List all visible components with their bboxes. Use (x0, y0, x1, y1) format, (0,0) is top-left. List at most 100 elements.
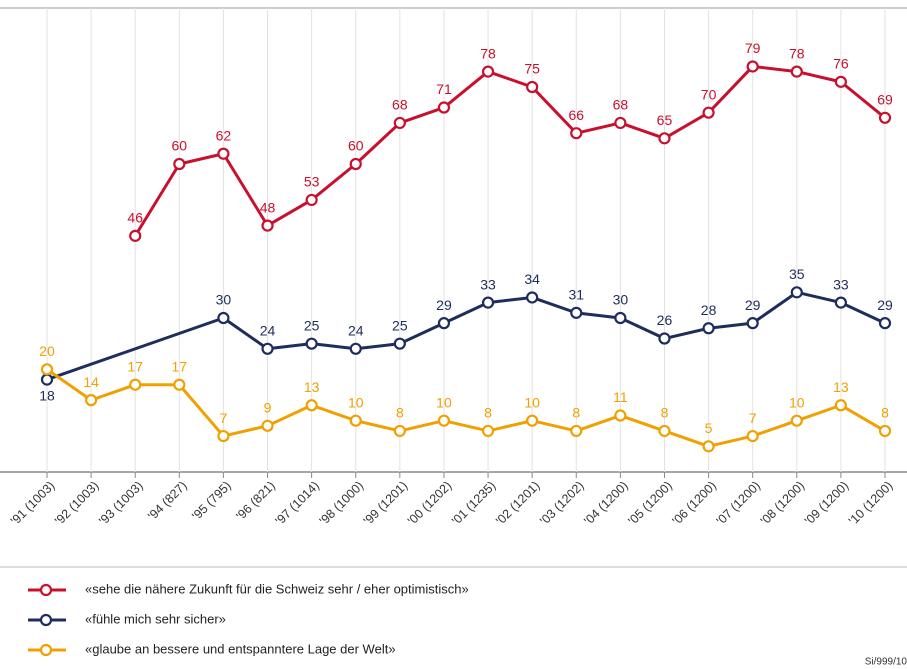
value-label: 8 (484, 405, 492, 421)
value-label: 5 (705, 420, 713, 436)
x-tick-label: '01 (1235) (449, 479, 498, 528)
value-label: 33 (480, 276, 496, 292)
marker (129, 378, 142, 391)
value-label: 14 (83, 374, 99, 390)
marker (40, 363, 54, 376)
marker (790, 414, 803, 427)
marker (614, 311, 627, 325)
legend-marker (39, 583, 53, 597)
marker (790, 286, 803, 299)
value-label: 26 (657, 312, 673, 328)
marker (305, 337, 318, 350)
x-tick-label: '03 (1202) (537, 479, 586, 528)
x-tick-label: '08 (1200) (758, 479, 807, 528)
value-label: 69 (877, 92, 893, 108)
value-label: 70 (701, 86, 717, 102)
x-tick-label: '02 (1201) (493, 479, 542, 528)
marker (217, 429, 230, 443)
marker (658, 424, 671, 438)
value-label: 66 (568, 107, 584, 123)
legend-label: «fühle mich sehr sicher» (85, 611, 226, 626)
value-label: 34 (524, 271, 540, 287)
marker (834, 296, 847, 309)
marker (702, 106, 715, 119)
marker (526, 414, 539, 427)
legend-label: «sehe die nähere Zukunft für die Schweiz… (85, 581, 469, 596)
x-tick-label: '04 (1200) (581, 479, 630, 528)
x-tick-label: '93 (1003) (96, 479, 145, 528)
x-tick-label: '98 (1000) (317, 479, 366, 528)
marker (878, 424, 892, 438)
series-line (222, 290, 886, 351)
marker (305, 399, 318, 412)
x-tick-label: '09 (1200) (802, 479, 851, 528)
value-label: 7 (220, 410, 228, 426)
value-label: 24 (348, 323, 364, 339)
value-label: 8 (572, 405, 580, 421)
marker (614, 409, 627, 422)
value-label: 10 (436, 394, 452, 410)
marker (40, 373, 54, 386)
value-label: 53 (304, 174, 320, 190)
value-label: 29 (436, 297, 452, 313)
marker (393, 116, 406, 130)
marker (349, 414, 362, 427)
value-label: 28 (701, 302, 717, 318)
value-label: 13 (304, 379, 320, 395)
x-tick-label: '91 (1003) (8, 479, 57, 528)
x-tick-label: '10 (1200) (846, 479, 895, 528)
value-label: 68 (613, 97, 629, 113)
marker (261, 342, 274, 355)
marker (129, 229, 142, 242)
marker (261, 419, 274, 432)
value-label: 33 (833, 276, 849, 292)
value-label: 7 (749, 410, 757, 426)
value-label: 9 (264, 400, 272, 416)
value-label: 68 (392, 97, 408, 113)
marker (393, 424, 406, 438)
value-label: 60 (172, 138, 188, 154)
value-label: 31 (568, 287, 584, 303)
value-label: 18 (39, 387, 55, 403)
gap-connector (46, 316, 224, 382)
marker (481, 296, 495, 309)
marker (481, 65, 495, 78)
marker (570, 424, 583, 438)
marker (173, 378, 186, 391)
marker (526, 80, 539, 94)
x-tick-label: '05 (1200) (625, 479, 674, 528)
value-label: 8 (881, 405, 889, 421)
value-label: 60 (348, 138, 364, 154)
marker (834, 75, 847, 88)
value-label: 79 (745, 40, 761, 56)
value-label: 29 (877, 297, 893, 313)
x-tick-label: '06 (1200) (670, 479, 719, 528)
value-label: 78 (789, 45, 805, 61)
marker (217, 147, 230, 160)
value-label: 17 (127, 358, 143, 374)
marker (437, 101, 451, 114)
marker (349, 342, 362, 355)
value-label: 13 (833, 379, 849, 395)
value-label: 48 (260, 199, 276, 215)
value-label: 35 (789, 266, 805, 282)
marker (173, 157, 186, 171)
marker (878, 317, 892, 330)
value-label: 46 (127, 210, 143, 226)
marker (702, 322, 715, 335)
marker (481, 424, 495, 438)
series-line (46, 368, 886, 448)
value-label: 71 (436, 81, 452, 97)
value-label: 17 (172, 358, 188, 374)
value-label: 65 (657, 112, 673, 128)
value-label: 30 (613, 292, 629, 308)
marker (746, 317, 759, 330)
x-tick-label: '95 (795) (189, 479, 234, 524)
legend-label: «glaube an bessere und entspanntere Lage… (85, 641, 396, 656)
x-tick-label: '00 (1202) (405, 479, 454, 528)
marker (305, 193, 318, 207)
legend-marker (39, 613, 53, 627)
marker (834, 399, 847, 412)
marker (790, 65, 803, 78)
